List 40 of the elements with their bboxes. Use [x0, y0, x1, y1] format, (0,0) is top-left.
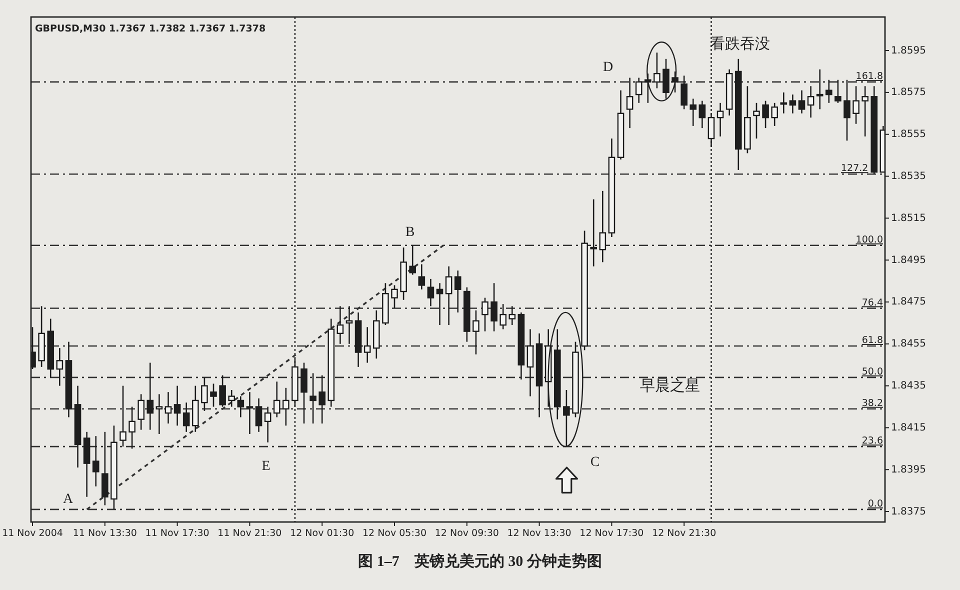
annotation: 早晨之星 [640, 377, 700, 394]
x-tick-label: 11 Nov 2004 [2, 528, 63, 539]
x-tick-label: 12 Nov 13:30 [507, 528, 572, 539]
x-tick-label: 12 Nov 05:30 [362, 528, 427, 539]
annotation: 38.2 [862, 398, 883, 409]
y-tick-label: 1.8595 [891, 45, 926, 56]
y-tick-label: 1.8475 [891, 296, 926, 308]
annotation: D [602, 60, 614, 76]
y-tick-label: 1.8575 [891, 87, 926, 98]
annotation: 看跌吞没 [710, 35, 770, 52]
annotation: 76.4 [862, 297, 883, 308]
annotation: 61.8 [862, 334, 883, 346]
x-tick-label: 11 Nov 17:30 [145, 528, 210, 539]
y-tick-label: 1.8515 [891, 212, 926, 224]
y-tick-label: 1.8455 [891, 338, 926, 350]
y-tick-label: 1.8415 [891, 422, 926, 434]
x-tick-label: 11 Nov 13:30 [72, 528, 137, 539]
annotation: 127.2 [841, 163, 868, 174]
annotation: E [262, 459, 270, 474]
annotation: C [590, 455, 600, 470]
annotation: 100.0 [856, 234, 883, 246]
annotation: B [405, 225, 415, 240]
annotation: GBPUSD,M30 1.7367 1.7382 1.7367 1.7378 [35, 24, 266, 35]
annotation: 161.8 [856, 70, 883, 82]
x-tick-label: 12 Nov 17:30 [580, 528, 644, 539]
text: 图 1–7 英镑兑美元的 30 分钟走势图 [358, 552, 602, 570]
x-tick-label: 12 Nov 01:30 [290, 528, 354, 539]
y-tick-label: 1.8395 [891, 464, 926, 476]
y-tick-label: 1.8495 [891, 254, 926, 266]
annotation: 0.0 [868, 498, 883, 510]
x-tick-label: 11 Nov 21:30 [218, 528, 282, 539]
y-tick-label: 1.8535 [891, 170, 926, 182]
y-tick-label: 1.8375 [891, 506, 926, 518]
annotation: 50.0 [862, 366, 883, 378]
y-tick-label: 1.8555 [891, 129, 926, 140]
x-tick-label: 12 Nov 21:30 [652, 528, 716, 539]
annotation: 23.6 [862, 436, 883, 447]
x-tick-label: 12 Nov 09:30 [434, 528, 499, 539]
y-tick-label: 1.8435 [891, 380, 926, 392]
annotation: A [62, 492, 74, 508]
